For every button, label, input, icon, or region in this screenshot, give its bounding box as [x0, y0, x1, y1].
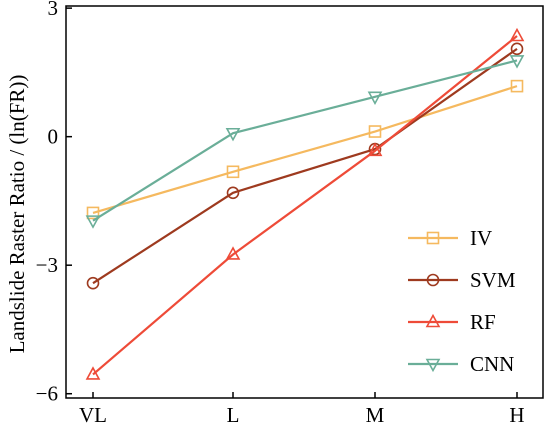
legend-item-svm: SVM — [408, 268, 516, 292]
data-point-rf-h — [509, 27, 525, 42]
series-iv — [86, 79, 524, 220]
data-point-svm-vl — [86, 276, 100, 290]
series-line-cnn — [92, 59, 518, 222]
x-tick-label: VL — [79, 403, 107, 427]
series-line-iv — [92, 85, 518, 214]
legend-label: IV — [470, 226, 492, 250]
data-point-rf-vl — [85, 366, 101, 380]
data-point-cnn-m — [367, 91, 383, 105]
data-point-iv-l — [226, 165, 240, 179]
y-tick-label: −3 — [36, 253, 58, 277]
legend-marker — [425, 313, 441, 328]
legend-label: CNN — [470, 352, 514, 376]
legend-item-cnn: CNN — [408, 352, 514, 376]
x-tick-label: L — [227, 403, 240, 427]
series-svm — [86, 42, 524, 290]
series-layer — [85, 27, 525, 380]
x-tick-label: M — [366, 403, 385, 427]
series-rf — [85, 27, 525, 380]
series-cnn — [85, 55, 525, 229]
legend-marker — [426, 273, 440, 287]
legend-label: RF — [470, 310, 496, 334]
data-point-iv-vl — [86, 206, 100, 220]
data-point-rf-m — [367, 142, 383, 157]
y-tick-label: −6 — [36, 382, 58, 406]
legend-label: SVM — [470, 268, 516, 292]
data-point-rf-l — [225, 246, 241, 260]
data-point-cnn-l — [225, 127, 241, 142]
x-tick-label: H — [509, 403, 524, 427]
axes-layer: −6 −3 0 3 VL L M H — [36, 0, 525, 427]
y-tick-label: 0 — [48, 125, 59, 149]
legend-marker — [425, 358, 441, 373]
series-line-rf — [92, 35, 518, 376]
legend-item-rf: RF — [408, 310, 496, 334]
data-point-iv-m — [368, 125, 382, 138]
series-line-svm — [92, 47, 518, 285]
data-point-cnn-vl — [85, 215, 101, 229]
y-tick-label: 3 — [48, 0, 59, 20]
data-point-svm-l — [226, 186, 240, 200]
data-point-svm-h — [510, 42, 524, 56]
plot-frame — [65, 5, 544, 399]
y-axis-title: Landslide Raster Ratio / (ln(FR)) — [5, 75, 29, 354]
legend-item-iv: IV — [408, 226, 492, 250]
data-point-cnn-h — [509, 55, 525, 69]
data-point-iv-h — [510, 79, 524, 93]
legend-marker — [426, 231, 440, 245]
legend: IV SVM RF CNN — [408, 226, 516, 376]
